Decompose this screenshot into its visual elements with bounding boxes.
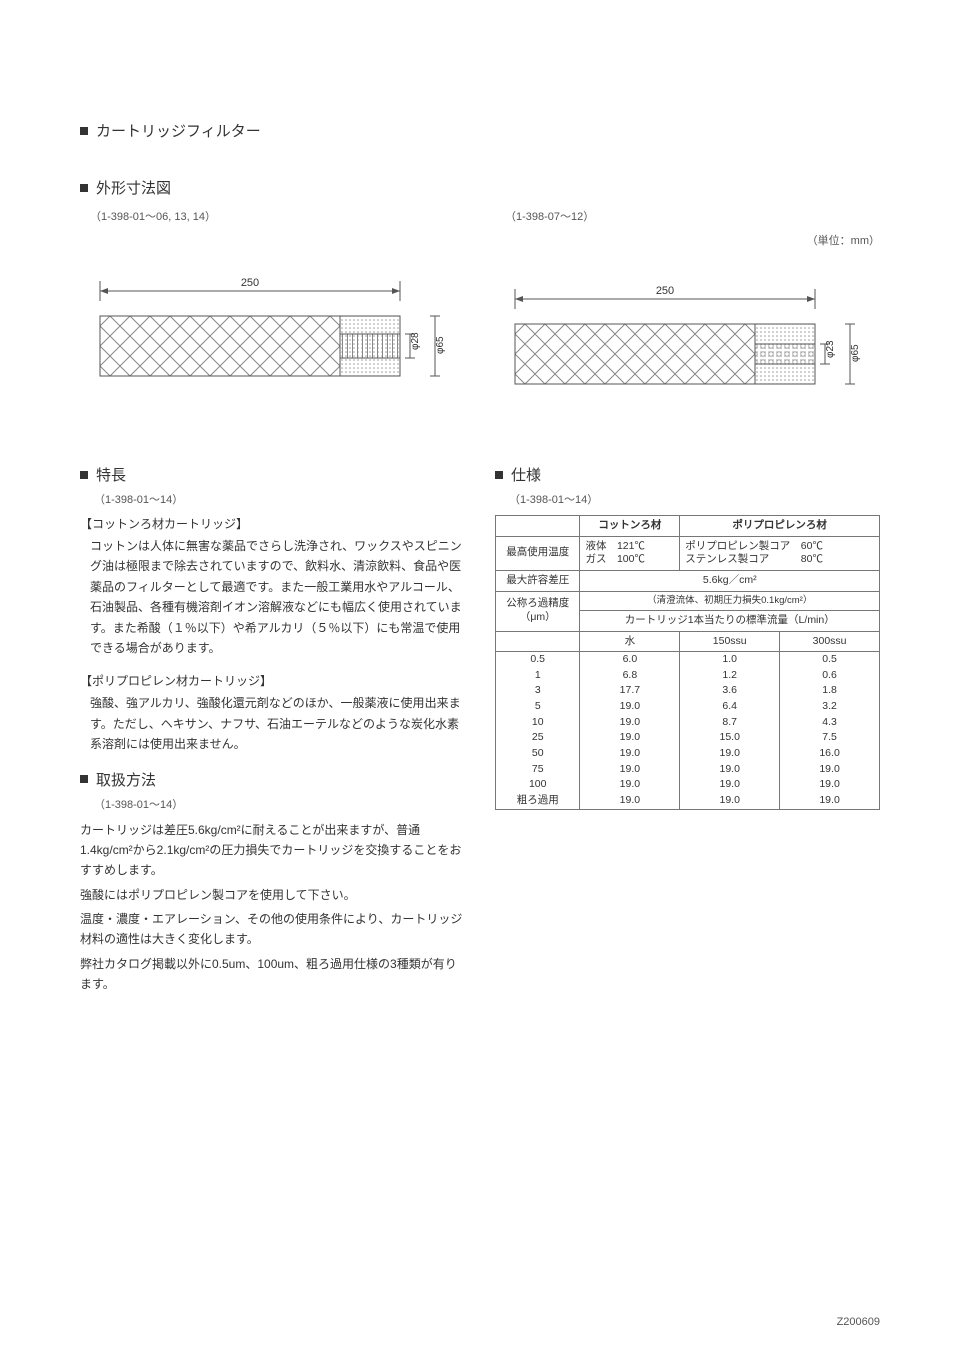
page-title: カートリッジフィルター (80, 120, 880, 141)
temp-pp-l1: ポリプロピレン製コア 60℃ (685, 540, 874, 554)
table-row: 519.06.43.2 (496, 699, 880, 715)
maxdp-label: 最大許容差圧 (496, 570, 580, 591)
spec-title-text: 仕様 (511, 464, 541, 485)
dims-title: 外形寸法図 (80, 177, 880, 198)
unit-label: （単位：mm） (495, 232, 880, 248)
dim-250-r: 250 (656, 285, 674, 297)
table-row: 5019.019.016.0 (496, 746, 880, 762)
drawing-left: （1-398-01～06, 13, 14） (80, 208, 465, 404)
table-row: コットンろ材 ポリプロピレンろ材 (496, 516, 880, 537)
tech-drawing-left: 250 φ28 φ65 (80, 246, 460, 396)
pp-heading: 【ポリプロピレン材カートリッジ】 (80, 672, 465, 689)
handling-body1: カートリッジは差圧5.6kg/cm²に耐えることが出来ますが、普通1.4kg/c… (80, 820, 465, 881)
drawing-right: （1-398-07～12） （単位：mm） (495, 208, 880, 404)
table-row: 公称ろ過精度（μm） （清澄流体、初期圧力損失0.1kg/cm²） (496, 591, 880, 610)
table-row: 10019.019.019.0 (496, 777, 880, 793)
spec-column: 仕様 （1-398-01～14） コットンろ材 ポリプロピレンろ材 最高使用温度… (495, 464, 880, 1009)
drawing-left-ref: （1-398-01～06, 13, 14） (90, 208, 465, 224)
dim-phi23: φ23 (825, 340, 836, 358)
table-row: 317.73.61.8 (496, 683, 880, 699)
bullet-icon (80, 184, 88, 192)
handling-title: 取扱方法 (80, 769, 465, 790)
col-pp: ポリプロピレンろ材 (680, 516, 880, 537)
bullet-icon (495, 471, 503, 479)
col-150ssu: 150ssu (680, 631, 780, 652)
col-cotton: コットンろ材 (580, 516, 680, 537)
handling-body4: 弊社カタログ掲載以外に0.5um、100um、粗ろ過用仕様の3種類が有ります。 (80, 954, 465, 995)
table-row: 最高使用温度 液体 121℃ ガス 100℃ ポリプロピレン製コア 60℃ ステ… (496, 536, 880, 570)
table-row: 最大許容差圧 5.6kg／cm² (496, 570, 880, 591)
pp-body: 強酸、強アルカリ、強酸化還元剤などのほか、一般薬液に使用出来ます。ただし、ヘキサ… (80, 693, 465, 754)
footer-code: Z200609 (837, 1316, 880, 1328)
features-ref: （1-398-01～14） (94, 491, 465, 507)
spec-ref: （1-398-01～14） (509, 491, 880, 507)
subheader-caption: カートリッジ1本当たりの標準流量（L/min） (580, 610, 880, 631)
subheader-note: （清澄流体、初期圧力損失0.1kg/cm²） (580, 591, 880, 610)
spec-title: 仕様 (495, 464, 880, 485)
temp-cotton-l1: 液体 121℃ (585, 540, 674, 554)
title-text: カートリッジフィルター (96, 120, 261, 141)
handling-ref: （1-398-01～14） (94, 796, 465, 812)
dim-250-l: 250 (241, 277, 259, 289)
table-row: 0.56.01.00.5 (496, 652, 880, 668)
table-row: 7519.019.019.0 (496, 762, 880, 778)
cotton-body: コットンは人体に無害な薬品でさらし洗浄され、ワックスやスピニング油は極限まで除去… (80, 536, 465, 658)
dim-phi65-r: φ65 (850, 344, 861, 362)
dim-phi65-l: φ65 (435, 336, 446, 354)
handling-title-text: 取扱方法 (96, 769, 156, 790)
table-row: 2519.015.07.5 (496, 730, 880, 746)
bullet-icon (80, 775, 88, 783)
table-row: 16.81.20.6 (496, 668, 880, 684)
drawing-right-ref: （1-398-07～12） (505, 208, 880, 224)
maxdp-value: 5.6kg／cm² (580, 570, 880, 591)
dims-title-text: 外形寸法図 (96, 177, 171, 198)
col-water: 水 (580, 631, 680, 652)
features-title: 特長 (80, 464, 465, 485)
handling-body3: 温度・濃度・エアレーション、その他の使用条件により、カートリッジ材料の適性は大き… (80, 909, 465, 950)
features-title-text: 特長 (96, 464, 126, 485)
temp-pp-l2: ステンレス製コア 80℃ (685, 553, 874, 567)
bullet-icon (80, 127, 88, 135)
tech-drawing-right: 250 φ23 φ65 (495, 254, 875, 404)
nominal-label: 公称ろ過精度（μm） (496, 591, 580, 631)
table-row: 粗ろ過用19.019.019.0 (496, 793, 880, 809)
col-300ssu: 300ssu (780, 631, 880, 652)
handling-body2: 強酸にはポリプロピレン製コアを使用して下さい。 (80, 885, 465, 905)
temp-label: 最高使用温度 (496, 536, 580, 570)
table-row: 水 150ssu 300ssu (496, 631, 880, 652)
table-row: 1019.08.74.3 (496, 715, 880, 731)
left-text-column: 特長 （1-398-01～14） 【コットンろ材カートリッジ】 コットンは人体に… (80, 464, 465, 1009)
bullet-icon (80, 471, 88, 479)
cotton-heading: 【コットンろ材カートリッジ】 (80, 515, 465, 532)
spec-table: コットンろ材 ポリプロピレンろ材 最高使用温度 液体 121℃ ガス 100℃ … (495, 515, 880, 810)
dim-phi28: φ28 (410, 332, 421, 350)
temp-cotton-l2: ガス 100℃ (585, 553, 674, 567)
